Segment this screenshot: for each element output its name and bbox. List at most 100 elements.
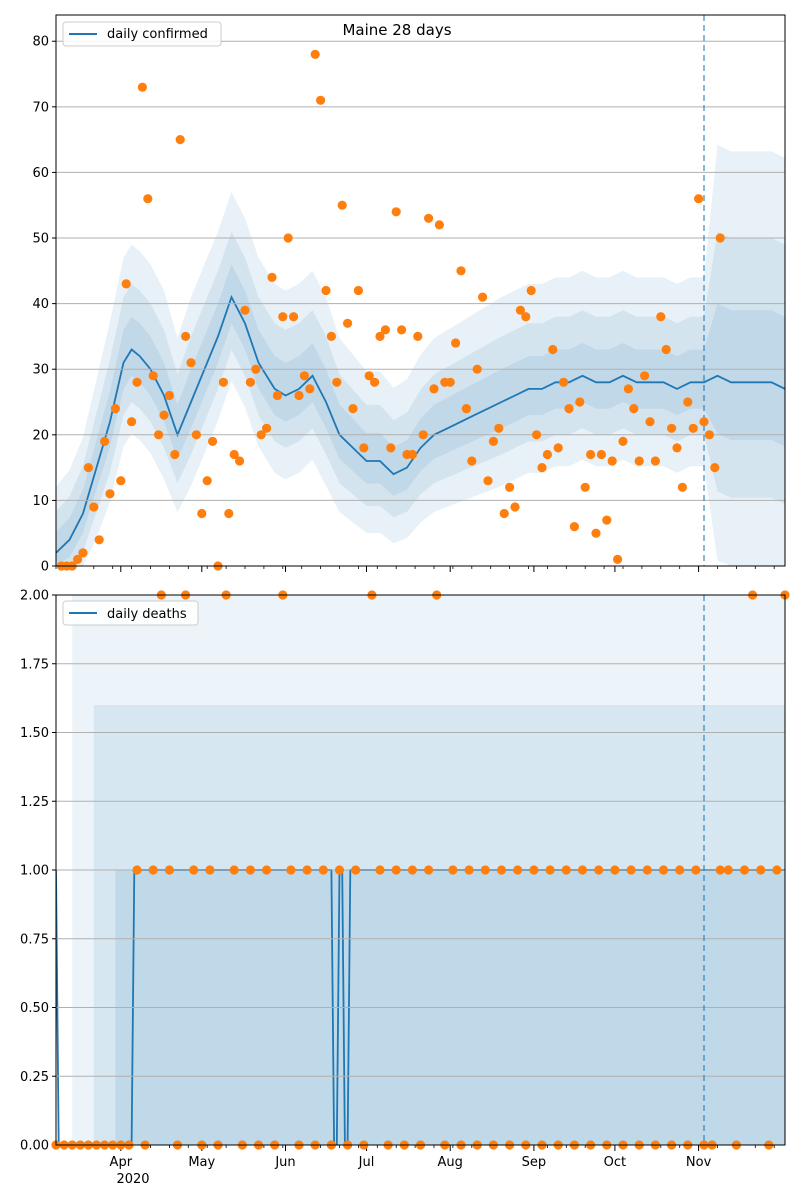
data-point	[386, 443, 396, 453]
data-point	[235, 456, 245, 466]
data-point	[148, 371, 158, 381]
data-point	[451, 338, 461, 348]
data-point	[613, 554, 623, 565]
data-point	[283, 233, 293, 243]
y-tick-label: 0.50	[20, 1001, 49, 1016]
y-tick-label: 0.00	[20, 1139, 49, 1154]
data-point	[739, 865, 750, 875]
data-point	[348, 404, 358, 414]
y-tick-label: 2.00	[20, 589, 49, 604]
data-point	[494, 423, 504, 433]
x-tick-label: Apr	[110, 1155, 133, 1170]
data-point	[496, 865, 507, 875]
data-point	[640, 371, 650, 381]
data-point	[229, 865, 239, 875]
data-point	[548, 344, 558, 355]
uncertainty-band	[93, 705, 785, 1145]
data-point	[397, 325, 407, 335]
data-point	[407, 865, 417, 875]
data-point	[164, 865, 174, 875]
data-point	[569, 522, 580, 532]
data-point	[391, 865, 401, 875]
data-point	[305, 384, 315, 394]
x-year-label: 2020	[116, 1172, 149, 1187]
data-point	[448, 865, 458, 875]
data-point	[756, 865, 766, 875]
data-point	[343, 318, 353, 328]
data-point	[429, 384, 439, 394]
data-point	[318, 865, 328, 875]
data-point	[715, 233, 725, 243]
data-point	[575, 397, 585, 407]
data-point	[256, 430, 266, 440]
data-point	[197, 508, 207, 519]
data-point	[267, 272, 277, 282]
y-tick-label: 1.75	[20, 657, 49, 672]
data-point	[78, 548, 88, 558]
data-point	[100, 436, 110, 446]
plot-area	[56, 144, 785, 566]
data-point	[148, 865, 158, 875]
data-point	[132, 865, 142, 875]
data-point	[513, 865, 523, 875]
data-point	[351, 865, 361, 875]
data-point	[623, 384, 634, 394]
plot-frame	[55, 594, 786, 1146]
data-point	[262, 865, 272, 875]
data-point	[272, 390, 282, 401]
data-point	[375, 865, 385, 875]
y-tick-label: 0.75	[20, 932, 49, 947]
data-point	[683, 397, 693, 407]
data-point	[596, 449, 607, 460]
data-point	[164, 390, 174, 401]
x-tick-label: Nov	[686, 1155, 712, 1170]
data-point	[467, 456, 477, 466]
data-point	[772, 865, 782, 875]
data-point	[577, 865, 588, 875]
data-point	[353, 285, 363, 296]
data-point	[83, 463, 93, 473]
data-point	[553, 443, 563, 453]
data-point	[515, 305, 526, 315]
x-tick-label: Aug	[438, 1155, 463, 1170]
data-point	[529, 865, 539, 875]
x-tick-label: Jun	[274, 1155, 295, 1170]
x-tick-label: Sep	[522, 1155, 547, 1170]
data-point	[580, 482, 590, 492]
data-point	[650, 456, 661, 466]
data-point	[251, 364, 261, 374]
data-point	[691, 865, 701, 875]
data-point	[334, 865, 345, 875]
series-line	[56, 294, 785, 554]
data-point	[294, 390, 304, 401]
data-point	[143, 194, 153, 204]
data-point	[370, 377, 380, 387]
data-point	[610, 865, 620, 875]
data-point	[186, 358, 196, 368]
data-point	[677, 482, 688, 492]
data-point	[591, 528, 601, 538]
data-point	[667, 423, 677, 433]
data-point	[191, 430, 201, 440]
data-point	[110, 404, 120, 414]
data-point	[380, 325, 390, 335]
data-point	[699, 417, 709, 427]
data-point	[127, 417, 137, 427]
data-point	[445, 377, 455, 387]
confirmed-chart: 0 10 20 30 40 50 60 70 80	[32, 14, 786, 575]
uncertainty-band	[56, 144, 785, 566]
y-tick-label: 80	[32, 35, 49, 50]
data-point	[299, 371, 309, 381]
y-tick-label: 10	[32, 494, 49, 509]
data-point	[224, 508, 234, 519]
data-point	[526, 285, 536, 296]
data-point	[488, 436, 498, 446]
deaths-chart: 0.00 0.25 0.50 0.75 1.00 1.25 1.50 1.75 2.00 Apr M…	[20, 589, 790, 1170]
y-tick-label: 0.25	[20, 1070, 49, 1085]
data-point	[672, 443, 682, 453]
data-point	[321, 285, 331, 296]
data-point	[159, 410, 169, 420]
data-point	[559, 377, 569, 387]
data-point	[121, 279, 131, 289]
data-point	[656, 312, 666, 322]
